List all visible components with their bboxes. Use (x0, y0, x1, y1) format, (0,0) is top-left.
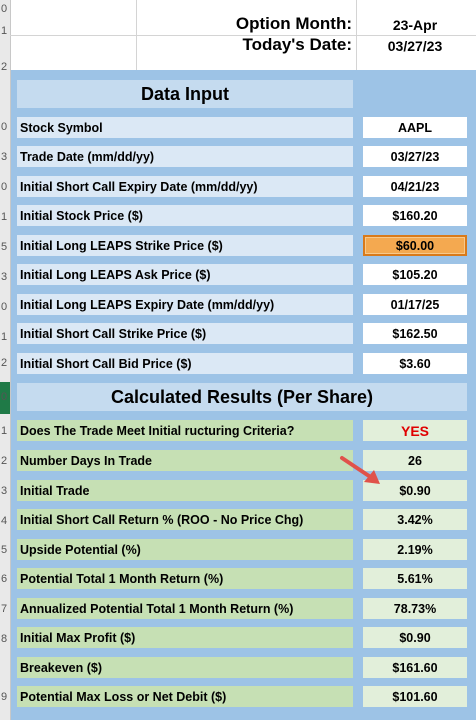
row-number[interactable]: 1 (1, 331, 8, 343)
result-row-label: Number Days In Trade (17, 450, 353, 471)
option-month-label: Option Month: (235, 14, 352, 33)
selected-row-indicator (0, 382, 10, 414)
input-row-label: Trade Date (mm/dd/yy) (17, 146, 353, 167)
input-cell[interactable]: 04/21/23 (363, 176, 467, 197)
results-title: Calculated Results (Per Share) (17, 383, 467, 411)
row-number[interactable]: 3 (1, 271, 8, 283)
result-cell[interactable]: 26 (363, 450, 467, 471)
result-row-label: Annualized Potential Total 1 Month Retur… (17, 598, 353, 619)
row-number[interactable]: 8 (1, 633, 8, 645)
result-cell[interactable]: 5.61% (363, 568, 467, 589)
row-number[interactable]: 2 (1, 61, 8, 73)
result-row-label: Breakeven ($) (17, 657, 353, 678)
row-number[interactable]: 6 (1, 573, 8, 585)
option-month-value[interactable]: 23-Apr (392, 17, 438, 33)
row-number[interactable]: 0 (1, 3, 8, 15)
row-number[interactable]: 5 (1, 544, 8, 556)
todays-date-value[interactable]: 03/27/23 (387, 38, 443, 54)
result-cell[interactable]: $0.90 (363, 627, 467, 648)
row-number[interactable]: 1 (1, 211, 8, 223)
input-cell[interactable]: $162.50 (363, 323, 467, 344)
row-header-gutter: 0 1 2 0 3 0 1 5 3 0 1 2 0 1 2 3 4 5 6 7 8 9 (0, 0, 11, 720)
row-number[interactable]: 5 (1, 241, 8, 253)
input-cell[interactable]: $160.20 (363, 205, 467, 226)
result-cell[interactable]: $101.60 (363, 686, 467, 707)
row-number[interactable]: 3 (1, 151, 8, 163)
gridline (10, 35, 476, 36)
input-row-label: Initial Short Call Expiry Date (mm/dd/yy… (17, 176, 353, 197)
result-cell[interactable]: 2.19% (363, 539, 467, 560)
input-row-label: Initial Long LEAPS Expiry Date (mm/dd/yy… (17, 294, 353, 315)
result-row-label: Initial Max Profit ($) (17, 627, 353, 648)
input-cell[interactable]: 01/17/25 (363, 294, 467, 315)
input-cell[interactable]: 03/27/23 (363, 146, 467, 167)
row-number[interactable]: 9 (1, 691, 8, 703)
row-number[interactable]: 1 (1, 425, 8, 437)
result-row-label: Upside Potential (%) (17, 539, 353, 560)
criteria-result-value[interactable]: YES (363, 420, 467, 441)
input-cell[interactable]: AAPL (363, 117, 467, 138)
input-cell-selected[interactable]: $60.00 (363, 235, 467, 256)
input-row-label: Initial Long LEAPS Ask Price ($) (17, 264, 353, 285)
result-row-label: Does The Trade Meet Initial ructuring Cr… (17, 420, 353, 441)
todays-date-label: Today's Date: (242, 35, 352, 54)
result-cell[interactable]: 78.73% (363, 598, 467, 619)
result-cell[interactable]: 3.42% (363, 509, 467, 530)
input-row-label: Stock Symbol (17, 117, 353, 138)
input-row-label: Initial Short Call Strike Price ($) (17, 323, 353, 344)
red-arrow-icon (340, 456, 380, 484)
result-row-label: Initial Short Call Return % (ROO - No Pr… (17, 509, 353, 530)
result-row-label: Potential Max Loss or Net Debit ($) (17, 686, 353, 707)
row-number[interactable]: 0 (1, 301, 8, 313)
row-number[interactable]: 1 (1, 25, 8, 37)
row-number[interactable]: 4 (1, 515, 8, 527)
row-number[interactable]: 0 (1, 181, 8, 193)
row-number[interactable]: 0 (1, 121, 8, 133)
row-number[interactable]: 7 (1, 603, 8, 615)
result-row-label: Potential Total 1 Month Return (%) (17, 568, 353, 589)
data-input-title: Data Input (17, 80, 353, 108)
row-number[interactable]: 3 (1, 485, 8, 497)
result-cell[interactable]: $0.90 (363, 480, 467, 501)
input-cell[interactable]: $105.20 (363, 264, 467, 285)
input-row-label: Initial Short Call Bid Price ($) (17, 353, 353, 374)
input-row-label: Initial Long LEAPS Strike Price ($) (17, 235, 353, 256)
result-cell[interactable]: $161.60 (363, 657, 467, 678)
row-number[interactable]: 0 (1, 391, 8, 403)
row-number[interactable]: 2 (1, 357, 8, 369)
input-row-label: Initial Stock Price ($) (17, 205, 353, 226)
result-row-label: Initial Trade (17, 480, 353, 501)
input-cell[interactable]: $3.60 (363, 353, 467, 374)
row-number[interactable]: 2 (1, 455, 8, 467)
